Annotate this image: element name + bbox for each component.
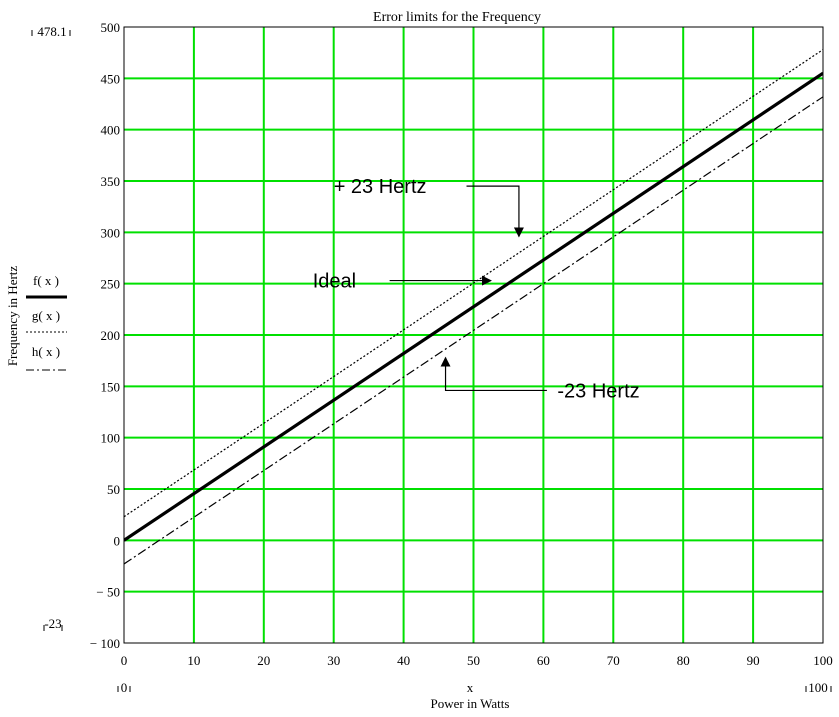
series-g-line: [124, 49, 823, 518]
y-tick-label: − 50: [96, 585, 120, 600]
annotation-plus-23: + 23 Hertz: [334, 176, 524, 238]
annotation-text: Ideal: [313, 271, 356, 293]
range-marker-x-right: 100: [805, 680, 832, 695]
y-tick-label: 150: [101, 379, 121, 394]
x-tick-label: 80: [677, 653, 690, 668]
y-tick-label: 0: [114, 533, 121, 548]
y-tick-label: 300: [101, 225, 121, 240]
y-tick-label: 200: [101, 328, 121, 343]
x-tick-label: 70: [607, 653, 620, 668]
y-tick-label: − 100: [90, 636, 120, 651]
y-tick-label: 350: [101, 174, 121, 189]
chart-title: Error limits for the Frequency: [373, 10, 541, 25]
x-tick-label: 90: [747, 653, 760, 668]
y-tick-label: 250: [101, 277, 121, 292]
range-marker-y-bottom-label: -23: [44, 616, 61, 631]
legend-label-f: f( x ): [33, 273, 59, 288]
y-tick-label: 100: [101, 431, 121, 446]
range-marker-y-top: 478.1: [31, 24, 71, 39]
legend-label-h: h( x ): [32, 344, 60, 359]
grid-lines: [124, 27, 823, 643]
annotations: + 23 Hertz Ideal -23 Hertz: [313, 176, 640, 402]
x-tick-label: 100: [813, 653, 833, 668]
x-tick-label: 50: [467, 653, 480, 668]
legend-label-g: g( x ): [32, 308, 60, 323]
y-tick-label: 50: [107, 482, 120, 497]
tick-labels: 0 10 20 30 40 50 60 70 80 90 100 − 100 − 50 0 50 100 150…: [90, 20, 833, 668]
series-f-line: [124, 71, 823, 542]
y-axis-label: Frequency in Hertz: [5, 266, 20, 367]
annotation-minus-23: -23 Hertz: [440, 356, 640, 402]
annotation-arrow: [466, 185, 524, 238]
x-axis-label: Power in Watts: [431, 696, 510, 711]
x-tick-label: 10: [187, 653, 200, 668]
x-tick-label: 20: [257, 653, 270, 668]
y-tick-label: 400: [101, 123, 121, 138]
series-h-line: [124, 96, 823, 565]
range-marker-x-left-label: 0: [121, 680, 128, 695]
legend: f( x ) g( x ) h( x ): [26, 273, 67, 371]
x-axis-variable: x: [467, 680, 474, 695]
annotation-text: -23 Hertz: [557, 380, 639, 402]
range-marker-x-left: 0: [117, 680, 131, 695]
series-lines: [124, 49, 823, 565]
annotation-text: + 23 Hertz: [334, 176, 427, 198]
annotation-ideal: Ideal: [313, 271, 492, 293]
annotation-arrow: [440, 356, 547, 392]
y-tick-label: 500: [101, 20, 121, 35]
x-tick-label: 60: [537, 653, 550, 668]
x-tick-label: 0: [121, 653, 128, 668]
range-marker-y-bottom: -23: [43, 616, 63, 631]
x-tick-label: 30: [327, 653, 340, 668]
range-marker-y-top-label: 478.1: [37, 24, 66, 39]
plot-frame: [123, 26, 824, 644]
y-tick-label: 450: [101, 71, 121, 86]
x-tick-label: 40: [397, 653, 410, 668]
range-marker-x-right-label: 100: [808, 680, 828, 695]
